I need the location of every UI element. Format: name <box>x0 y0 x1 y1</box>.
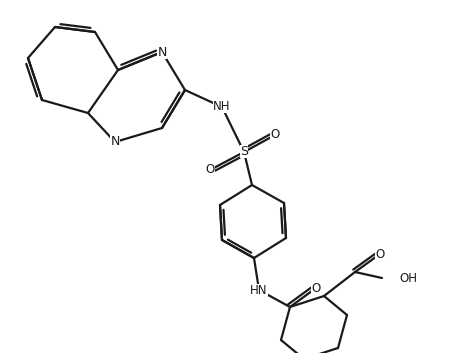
Text: HN: HN <box>250 283 267 297</box>
Text: S: S <box>240 145 247 158</box>
Text: O: O <box>311 281 320 294</box>
Text: O: O <box>205 163 214 176</box>
Text: OH: OH <box>398 271 416 285</box>
Text: N: N <box>157 46 166 59</box>
Text: O: O <box>375 247 384 261</box>
Text: NH: NH <box>213 101 230 114</box>
Text: N: N <box>110 136 119 149</box>
Text: O: O <box>270 128 279 142</box>
